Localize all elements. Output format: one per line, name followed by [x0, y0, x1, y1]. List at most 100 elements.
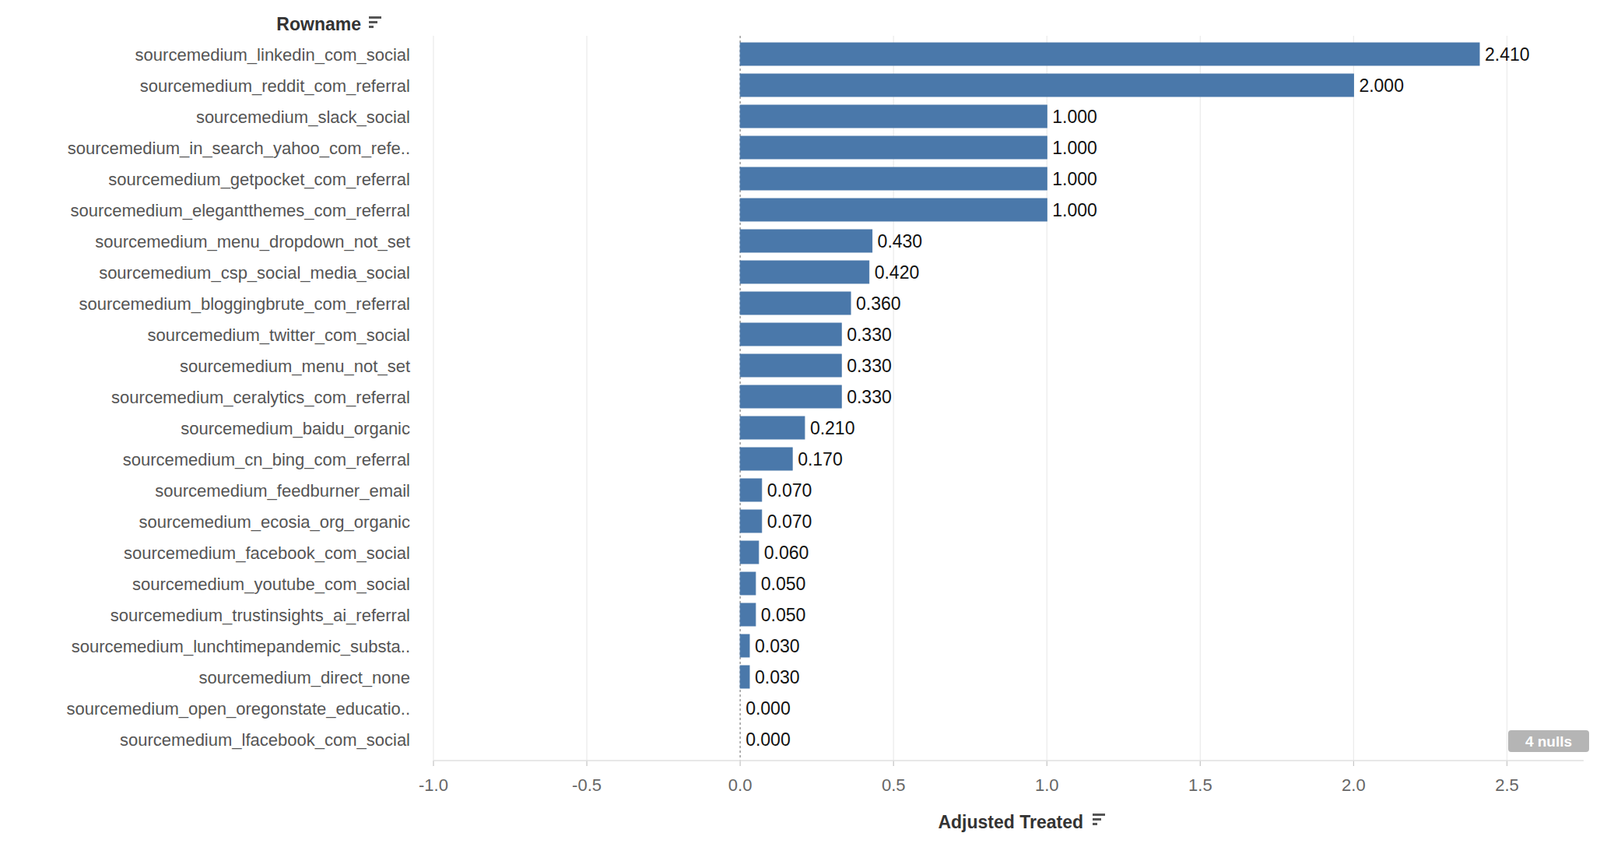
grid-line	[1506, 35, 1508, 761]
bar	[740, 665, 750, 688]
sort-icon[interactable]	[1092, 813, 1106, 825]
category-label: sourcemedium_menu_not_set	[179, 356, 411, 376]
tick-mark	[739, 760, 741, 766]
data-label: 0.000	[745, 729, 791, 750]
category-label: sourcemedium_ecosia_org_organic	[138, 512, 411, 532]
grid-line	[432, 35, 434, 761]
category-label: sourcemedium_menu_dropdown_not_set	[94, 231, 411, 252]
bar	[740, 167, 1047, 190]
data-label: 0.050	[761, 573, 807, 594]
category-label: sourcemedium_getpocket_com_referral	[108, 169, 411, 190]
category-label: sourcemedium_elegantthemes_com_referral	[70, 200, 411, 221]
category-label: sourcemedium_baidu_organic	[180, 418, 411, 439]
labels: sourcemedium_linkedin_com_social 2.410 sou…	[66, 44, 1530, 750]
bar	[740, 385, 842, 408]
x-axis-title: Adjusted Treated	[937, 811, 1084, 832]
tick-mark	[1353, 760, 1355, 766]
category-label: sourcemedium_direct_none	[199, 667, 411, 688]
tick-label: 2.0	[1341, 775, 1366, 795]
bar	[740, 416, 805, 439]
bar	[740, 260, 870, 284]
data-label: 1.000	[1052, 106, 1098, 127]
category-label: sourcemedium_csp_social_media_social	[98, 263, 411, 283]
data-label: 0.210	[810, 417, 856, 439]
bars	[740, 42, 1480, 688]
category-label: sourcemedium_lfacebook_com_social	[119, 729, 411, 750]
category-label: sourcemedium_bloggingbrute_com_referral	[78, 294, 411, 314]
category-label: sourcemedium_ceralytics_com_referral	[111, 387, 411, 408]
data-label: 0.330	[846, 386, 892, 408]
data-label: 1.000	[1052, 200, 1098, 221]
bar	[740, 478, 762, 502]
tick-label: 1.5	[1188, 775, 1213, 795]
x-axis-line	[433, 759, 1584, 761]
data-label: 0.170	[797, 449, 843, 470]
data-label: 0.060	[764, 542, 810, 563]
data-label: 2.410	[1484, 44, 1530, 65]
tick-label: 0.5	[881, 775, 906, 795]
bar	[740, 73, 1354, 97]
tick-mark	[432, 760, 434, 766]
data-label: 0.030	[754, 635, 800, 657]
data-label: 0.070	[767, 480, 813, 501]
tick-mark	[1046, 760, 1048, 766]
category-label: sourcemedium_twitter_com_social	[147, 325, 411, 345]
data-label: 0.050	[761, 604, 807, 625]
bar	[740, 696, 741, 720]
bar	[740, 509, 762, 533]
data-label: 0.330	[846, 355, 892, 376]
data-label: 0.430	[877, 231, 923, 252]
x-axis: -1.0 -0.5 0.0 0.5 1.0 1.5 2.0 2.5	[418, 760, 1520, 795]
tick-label: -1.0	[418, 775, 449, 795]
bar	[740, 322, 842, 346]
tick-label: 2.5	[1494, 775, 1520, 795]
category-label: sourcemedium_trustinsights_ai_referral	[110, 605, 411, 625]
category-label: sourcemedium_linkedin_com_social	[135, 45, 411, 65]
nulls-badge[interactable]: 4 nulls	[1508, 729, 1590, 752]
bar	[740, 229, 872, 253]
data-label: 0.420	[874, 262, 920, 283]
data-label: 0.030	[754, 666, 800, 688]
tick-label: -0.5	[571, 775, 602, 795]
category-label: sourcemedium_in_search_yahoo_com_refe..	[67, 138, 411, 158]
grid-line	[1200, 35, 1201, 761]
bar	[740, 634, 750, 657]
data-label: 1.000	[1052, 137, 1098, 158]
category-label: sourcemedium_slack_social	[196, 107, 411, 127]
category-label: sourcemedium_reddit_com_referral	[140, 76, 411, 96]
tick-label: 1.0	[1035, 775, 1060, 795]
tick-mark	[1506, 760, 1508, 766]
chart: -1.0 -0.5 0.0 0.5 1.0 1.5 2.0 2.5 sourcemedium_l…	[0, 0, 1600, 847]
sort-icon[interactable]	[368, 16, 382, 29]
category-label: sourcemedium_cn_bing_com_referral	[122, 449, 411, 470]
bar	[740, 105, 1047, 128]
bar	[740, 42, 1480, 66]
bar	[740, 198, 1047, 222]
y-axis-title: Rowname	[276, 14, 362, 35]
bar	[740, 540, 759, 564]
data-label: 2.000	[1358, 75, 1404, 96]
tick-mark	[585, 760, 587, 766]
category-label: sourcemedium_facebook_com_social	[123, 543, 411, 563]
category-label: sourcemedium_lunchtimepandemic_substa..	[71, 636, 411, 657]
category-label: sourcemedium_feedburner_email	[154, 480, 411, 501]
bar	[740, 603, 756, 626]
data-label: 1.000	[1052, 168, 1098, 190]
bar	[740, 727, 741, 751]
bar	[740, 571, 756, 595]
bar	[740, 354, 842, 377]
data-label: 0.000	[745, 698, 791, 719]
tick-label: 0.0	[728, 775, 753, 795]
bar	[740, 136, 1047, 159]
tick-mark	[893, 760, 895, 766]
grid	[433, 35, 1507, 761]
category-label: sourcemedium_open_oregonstate_educatio..	[66, 698, 411, 719]
data-label: 0.070	[767, 511, 813, 532]
grid-line	[585, 35, 587, 761]
bar	[740, 447, 793, 471]
annotation: 4 nulls	[1525, 733, 1572, 750]
data-label: 0.330	[846, 324, 892, 345]
bar	[740, 291, 851, 315]
tick-mark	[1200, 760, 1201, 766]
category-label: sourcemedium_youtube_com_social	[132, 574, 411, 594]
